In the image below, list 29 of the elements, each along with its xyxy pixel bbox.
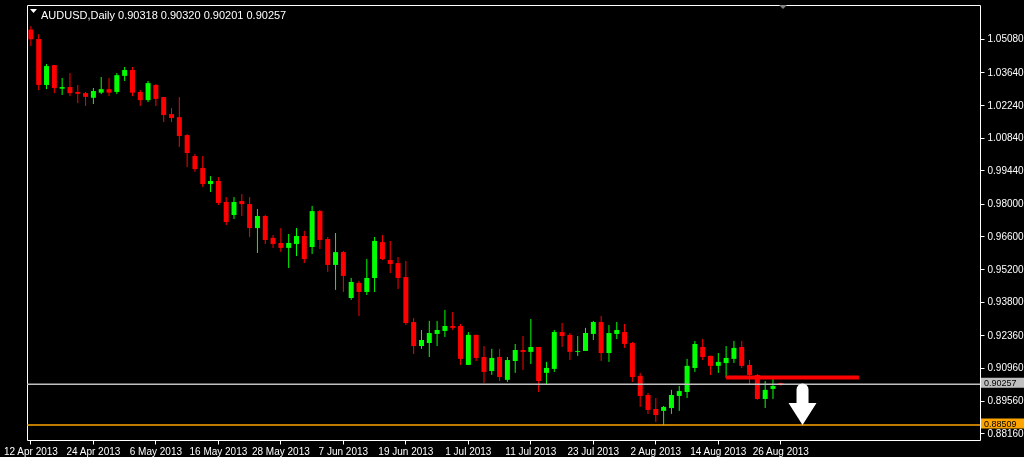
y-tick-label: 0.92360 [987, 329, 1024, 341]
x-tick-label: 23 Jul 2013 [567, 445, 620, 457]
y-tick-label: 1.00840 [987, 132, 1024, 144]
ref-line-label: 0.88509 [984, 418, 1017, 429]
chart-title: AUDUSD,Daily 0.90318 0.90320 0.90201 0.90257 [41, 9, 287, 21]
y-tick-label: 1.05080 [987, 33, 1024, 45]
y-tick-label: 0.90960 [987, 362, 1024, 374]
x-tick-label: 28 May 2013 [251, 445, 311, 457]
x-tick-label: 16 May 2013 [189, 445, 248, 457]
y-tick-label: 1.03640 [987, 66, 1024, 78]
y-tick-label: 0.98000 [987, 198, 1024, 210]
ref-line-label: 0.90257 [984, 377, 1017, 388]
x-tick-label: 2 Aug 2013 [630, 445, 682, 457]
x-tick-label: 14 Aug 2013 [690, 445, 747, 457]
x-tick-label: 19 Jun 2013 [378, 445, 434, 457]
x-tick-label: 11 Jul 2013 [505, 445, 557, 457]
y-tick-label: 1.02240 [987, 99, 1024, 111]
y-tick-label: 0.93800 [987, 296, 1024, 308]
x-tick-label: 26 Aug 2013 [752, 445, 810, 457]
y-tick-label: 0.96600 [987, 230, 1024, 242]
x-tick-label: 12 Apr 2013 [3, 445, 59, 457]
y-tick-label: 0.95200 [987, 263, 1024, 275]
x-tick-label: 1 Jul 2013 [445, 445, 492, 457]
y-tick-label: 0.89560 [987, 395, 1024, 407]
x-tick-label: 7 Jun 2013 [318, 445, 369, 457]
y-tick-label: 0.88160 [987, 427, 1024, 439]
y-tick-label: 0.99440 [987, 164, 1024, 176]
x-tick-label: 6 May 2013 [129, 445, 183, 457]
x-tick-label: 24 Apr 2013 [66, 445, 121, 457]
